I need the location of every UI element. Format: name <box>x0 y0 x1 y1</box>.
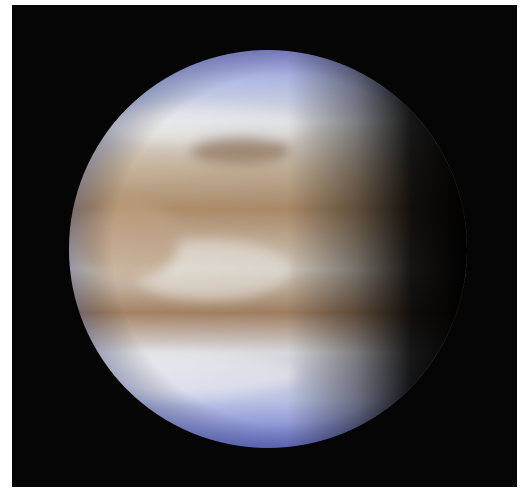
planet <box>69 50 467 448</box>
terminator-shadow <box>69 50 467 448</box>
